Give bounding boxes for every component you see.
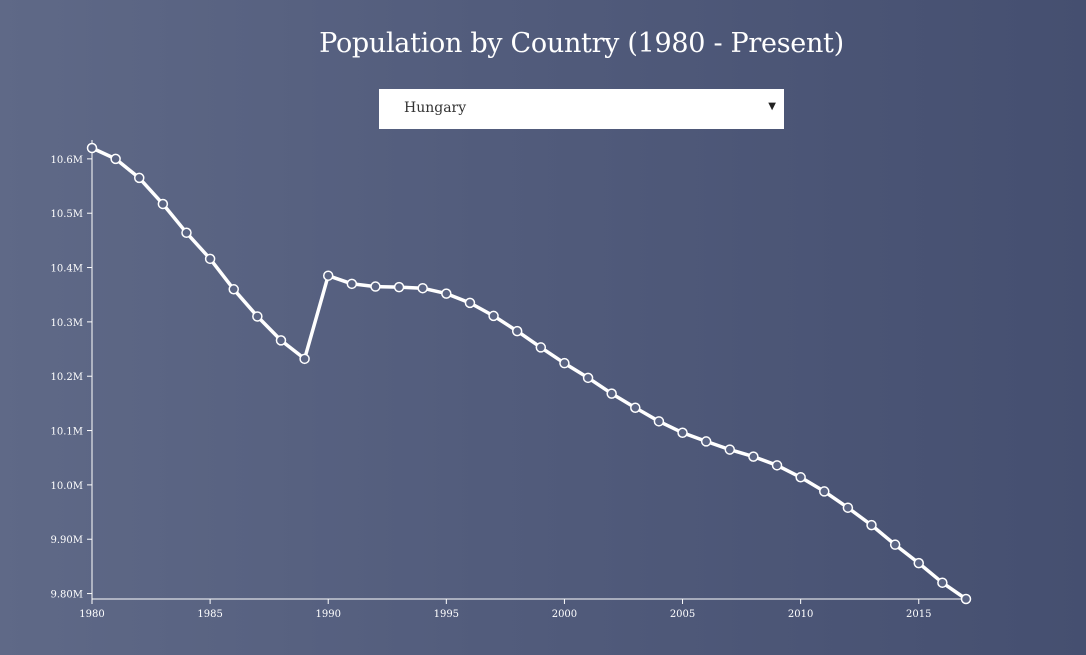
data-points	[86, 142, 972, 605]
data-point[interactable]	[393, 281, 405, 293]
data-point[interactable]	[677, 427, 688, 438]
x-tick-label: 2005	[670, 609, 695, 620]
data-point[interactable]	[937, 577, 948, 588]
data-point[interactable]	[535, 342, 547, 353]
triangle-down-icon[interactable]: ▼	[768, 101, 776, 112]
y-tick-label: 10.4M	[50, 264, 83, 275]
y-tick-label: 10.2M	[50, 372, 83, 383]
data-point[interactable]	[866, 519, 877, 531]
data-point[interactable]	[795, 472, 806, 483]
x-tick-label: 2015	[906, 609, 931, 620]
y-tick-label: 10.5M	[50, 209, 83, 220]
y-tick-label: 9.90M	[50, 535, 83, 546]
data-point[interactable]	[889, 539, 901, 550]
data-point[interactable]	[582, 372, 594, 384]
y-tick-label: 10.6M	[50, 155, 83, 166]
data-point[interactable]	[181, 227, 192, 239]
x-tick-label: 1990	[315, 609, 340, 620]
tick-labels: 1980 1985 1990 1995 2000 2005 2010 2015 9.80M 9.9…	[50, 155, 931, 620]
data-point[interactable]	[559, 357, 570, 369]
data-point[interactable]	[441, 288, 452, 299]
data-point[interactable]	[204, 253, 216, 265]
y-tick-label: 10.1M	[50, 427, 83, 438]
data-point[interactable]	[464, 297, 476, 309]
axes	[87, 140, 970, 604]
data-point[interactable]	[252, 311, 263, 322]
data-point[interactable]	[700, 436, 712, 447]
data-point[interactable]	[819, 486, 830, 497]
data-point[interactable]	[724, 444, 736, 455]
data-point[interactable]	[299, 353, 310, 365]
data-point[interactable]	[653, 416, 665, 427]
data-point[interactable]	[133, 172, 145, 184]
data-point[interactable]	[606, 388, 617, 399]
x-tick-label: 2010	[788, 609, 813, 620]
data-point[interactable]	[511, 325, 523, 337]
data-point[interactable]	[488, 310, 499, 322]
x-tick-label: 2000	[552, 609, 577, 620]
data-point[interactable]	[370, 281, 381, 292]
y-tick-label: 9.80M	[50, 590, 83, 601]
data-point[interactable]	[842, 502, 854, 513]
y-tick-label: 10.0M	[50, 481, 83, 492]
x-tick-label: 1980	[79, 609, 104, 620]
country-select[interactable]: Hungary ▼	[379, 89, 784, 129]
series-line	[91, 146, 967, 601]
data-point[interactable]	[630, 402, 641, 413]
x-tick-label: 1985	[197, 609, 222, 620]
data-point[interactable]	[157, 198, 169, 210]
data-point[interactable]	[275, 335, 287, 346]
data-point[interactable]	[86, 142, 98, 154]
data-point[interactable]	[771, 460, 783, 471]
data-point[interactable]	[913, 557, 925, 569]
x-tick-label: 1995	[434, 609, 459, 620]
data-point[interactable]	[322, 270, 334, 281]
data-point[interactable]	[110, 153, 121, 165]
data-point[interactable]	[346, 278, 358, 290]
country-select-value: Hungary	[404, 100, 467, 116]
y-tick-label: 10.3M	[50, 318, 83, 329]
data-point[interactable]	[417, 282, 428, 294]
data-point[interactable]	[748, 451, 759, 462]
data-point[interactable]	[228, 284, 239, 295]
data-point[interactable]	[960, 593, 972, 605]
page-title: Population by Country (1980 - Present)	[319, 28, 844, 59]
